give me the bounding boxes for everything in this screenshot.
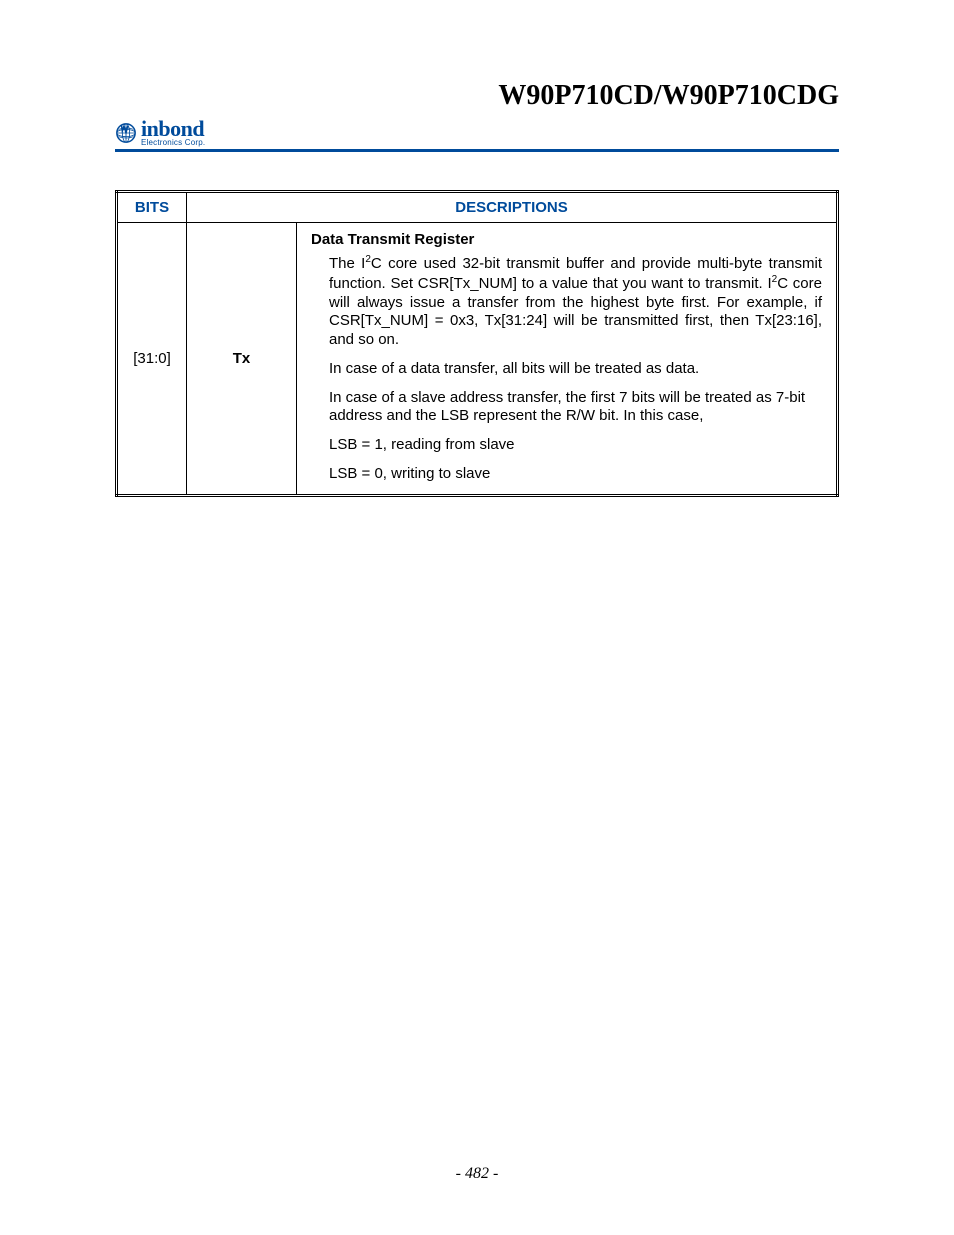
description-title: Data Transmit Register	[311, 231, 822, 248]
description-paragraph-1: The I2C core used 32-bit transmit buffer…	[311, 254, 822, 350]
text-fragment: The I	[329, 255, 365, 272]
text-fragment: C core used 32-bit transmit buffer and p…	[329, 255, 822, 292]
field-name-cell: Tx	[187, 223, 297, 496]
description-paragraph-5: LSB = 0, writing to slave	[311, 465, 822, 484]
page-container: W90P710CD/W90P710CDG inbond Electronics …	[0, 0, 954, 497]
description-paragraph-3: In case of a slave address transfer, the…	[311, 389, 822, 427]
col-header-descriptions: DESCRIPTIONS	[187, 192, 838, 223]
col-header-bits: BITS	[117, 192, 187, 223]
logo-brand: inbond	[141, 118, 205, 140]
document-title: W90P710CD/W90P710CDG	[115, 80, 839, 112]
bits-cell: [31:0]	[117, 223, 187, 496]
table-row: [31:0] Tx Data Transmit Register The I2C…	[117, 223, 838, 496]
globe-icon	[115, 122, 137, 144]
table-header-row: BITS DESCRIPTIONS	[117, 192, 838, 223]
winbond-logo: inbond Electronics Corp.	[115, 118, 205, 147]
header-bar: inbond Electronics Corp.	[115, 118, 839, 152]
page-number: - 482 -	[0, 1165, 954, 1183]
register-table: BITS DESCRIPTIONS [31:0] Tx Data Transmi…	[115, 190, 839, 497]
logo-subtitle: Electronics Corp.	[141, 139, 205, 147]
description-paragraph-2: In case of a data transfer, all bits wil…	[311, 360, 822, 379]
description-paragraph-4: LSB = 1, reading from slave	[311, 436, 822, 455]
description-cell: Data Transmit Register The I2C core used…	[297, 223, 838, 496]
logo-text: inbond Electronics Corp.	[141, 118, 205, 147]
